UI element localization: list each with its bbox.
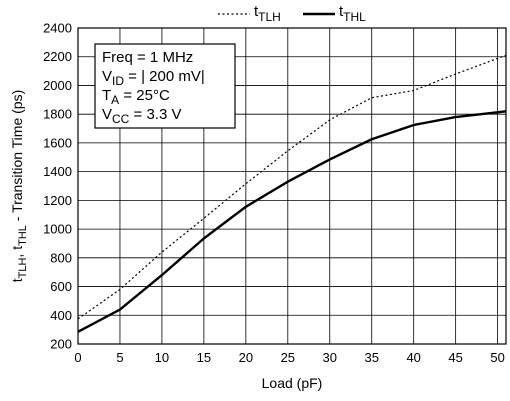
legend-label-thl: tTHL bbox=[339, 3, 366, 24]
y-tick-label: 2200 bbox=[43, 49, 72, 64]
x-tick-label: 15 bbox=[197, 350, 211, 365]
y-tick-label: 1800 bbox=[43, 107, 72, 122]
x-tick-label: 25 bbox=[281, 350, 295, 365]
x-axis-title: Load (pF) bbox=[262, 375, 323, 391]
y-axis-title-sub2: THL bbox=[17, 225, 29, 246]
conditions-box-frame bbox=[94, 43, 236, 129]
y-axis-title: tTLH, tTHL - Transition Time (ps) bbox=[9, 90, 29, 283]
legend: tTLH tTHL bbox=[218, 3, 366, 24]
x-tick-label: 20 bbox=[239, 350, 253, 365]
series-lines bbox=[77, 54, 507, 333]
y-tick-label: 2400 bbox=[43, 21, 72, 36]
x-tick-label: 5 bbox=[116, 350, 123, 365]
y-axis-title-sub1: TLH bbox=[17, 258, 29, 279]
x-tick-label: 45 bbox=[448, 350, 462, 365]
y-tick-label: 800 bbox=[50, 250, 72, 265]
y-tick-label: 2000 bbox=[43, 78, 72, 93]
x-tick-label: 35 bbox=[364, 350, 378, 365]
y-axis-title-rest: - Transition Time (ps) bbox=[9, 90, 25, 225]
x-tick-label: 30 bbox=[323, 350, 337, 365]
x-tick-label: 0 bbox=[74, 350, 81, 365]
y-tick-label: 1600 bbox=[43, 135, 72, 150]
condition-line: VID = | 200 mV| bbox=[102, 68, 205, 88]
series-line-thl bbox=[77, 110, 507, 333]
y-tick-label: 400 bbox=[50, 308, 72, 323]
y-tick-label: 600 bbox=[50, 279, 72, 294]
condition-line: Freq = 1 MHz bbox=[102, 49, 193, 66]
conditions-box: Freq = 1 MHz VID = | 200 mV|TA = 25°CVCC … bbox=[94, 43, 236, 129]
y-tick-labels: 200 400 600 800 1000 1200 1400 1600 1800 2000 2200… bbox=[43, 21, 72, 352]
x-tick-labels: 0 5 10 15 20 25 30 35 40 45 50 bbox=[74, 350, 504, 365]
condition-line: TA = 25°C bbox=[102, 87, 170, 107]
y-tick-label: 1200 bbox=[43, 193, 72, 208]
x-tick-label: 50 bbox=[490, 350, 504, 365]
x-tick-label: 40 bbox=[406, 350, 420, 365]
condition-line: VCC = 3.3 V bbox=[102, 106, 181, 126]
y-axis-title-t1: t bbox=[9, 278, 25, 282]
x-tick-label: 10 bbox=[155, 350, 169, 365]
y-axis-title-sep: , t bbox=[9, 246, 25, 258]
y-tick-label: 200 bbox=[50, 337, 72, 352]
legend-label-tlh: tTLH bbox=[254, 3, 281, 24]
plot-frame bbox=[77, 27, 507, 345]
y-tick-label: 1400 bbox=[43, 164, 72, 179]
y-tick-label: 1000 bbox=[43, 222, 72, 237]
